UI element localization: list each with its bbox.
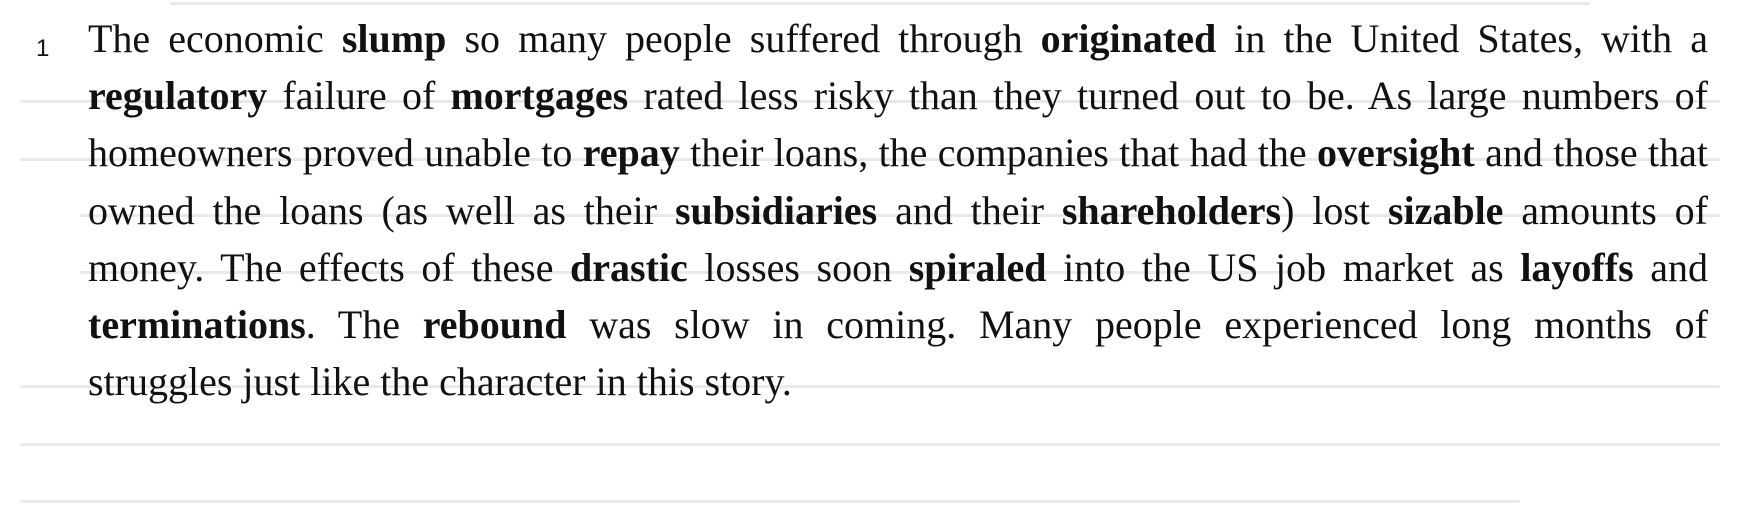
bleed-line	[170, 2, 1590, 5]
text-span: losses soon	[687, 244, 909, 290]
bleed-line	[20, 443, 1720, 446]
text-span: in the United States, with a	[1216, 16, 1708, 61]
vocabulary-word: layoffs	[1520, 244, 1634, 290]
vocabulary-word: drastic	[570, 244, 688, 290]
text-span: and those that owned the loans (as well …	[88, 130, 1708, 233]
vocabulary-word: rebound	[422, 302, 567, 348]
vocabulary-word: repay	[582, 130, 680, 176]
text-span: and	[1633, 244, 1708, 290]
text-span: amounts of money. The effects of these	[88, 187, 1708, 290]
vocabulary-word: shareholders	[1061, 187, 1282, 233]
story-paragraph: The economic slump so many people suffer…	[88, 10, 1708, 410]
text-span: ) lost	[1281, 187, 1388, 233]
text-span: . The	[305, 302, 423, 348]
text-span: failure of	[267, 73, 451, 119]
text-span: was slow in coming. Many people experien…	[88, 302, 1708, 405]
vocabulary-word: oversight	[1316, 130, 1475, 176]
vocabulary-word: spiraled	[908, 244, 1047, 290]
vocabulary-word: originated	[1040, 16, 1217, 61]
bleed-line	[20, 500, 1520, 503]
text-span: their loans, the companies that had the	[679, 130, 1317, 176]
vocabulary-word: slump	[341, 16, 447, 61]
text-span: The economic	[88, 16, 342, 61]
text-span: so many people suffered through	[446, 16, 1041, 61]
vocabulary-word: subsidiaries	[674, 187, 878, 233]
vocabulary-word: terminations	[88, 302, 306, 348]
text-span: and their	[877, 187, 1062, 233]
line-number: 1	[36, 35, 50, 62]
vocabulary-word: mortgages	[450, 73, 629, 119]
text-span: into the US job market as	[1046, 244, 1521, 290]
text-span: rated less risky than they turned out to…	[88, 73, 1708, 176]
vocabulary-word: sizable	[1387, 187, 1504, 233]
vocabulary-word: regulatory	[88, 73, 268, 119]
